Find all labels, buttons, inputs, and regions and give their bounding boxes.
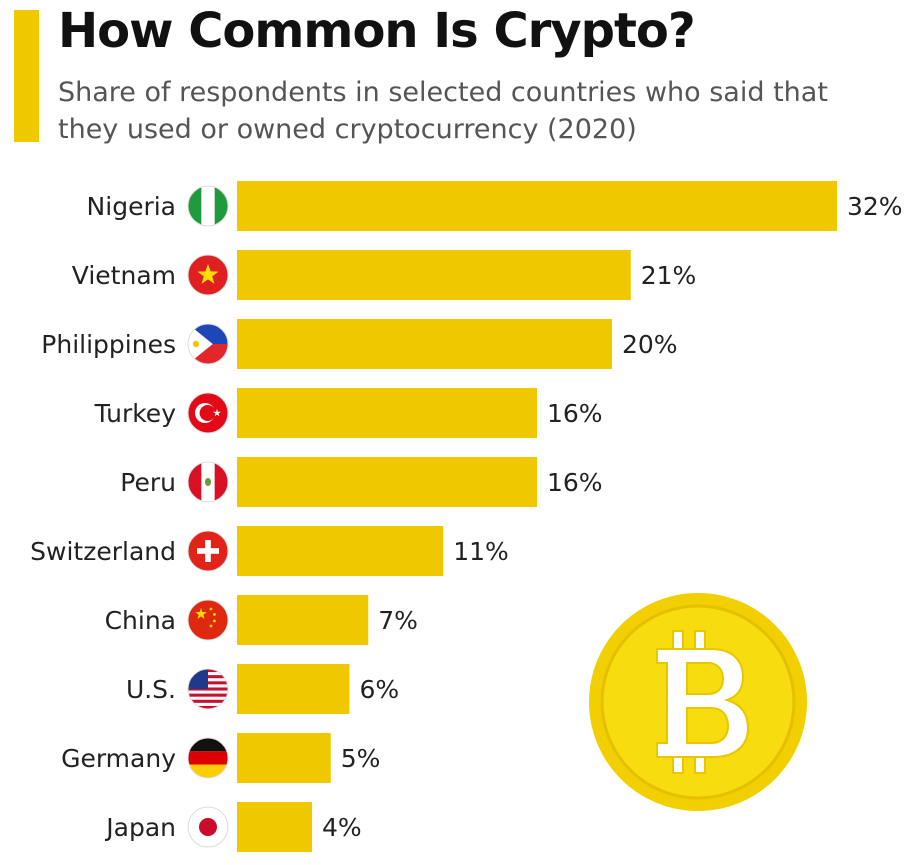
bar-u-s	[237, 664, 350, 714]
title-accent-bar	[14, 10, 39, 142]
value-label-china: 7%	[378, 606, 418, 635]
chart-title: How Common Is Crypto?	[58, 3, 696, 59]
category-label-u-s: U.S.	[126, 675, 176, 704]
bar-philippines	[237, 319, 612, 369]
chart-subtitle: Share of respondents in selected countri…	[58, 77, 828, 145]
category-label-switzerland: Switzerland	[30, 537, 176, 566]
turkey-flag-icon	[187, 392, 229, 434]
bar-turkey	[237, 388, 537, 438]
germany-flag-icon	[187, 737, 229, 779]
china-flag-icon	[187, 599, 229, 641]
philippines-flag-icon	[187, 323, 229, 365]
vietnam-flag-icon	[187, 254, 229, 296]
japan-flag-icon	[187, 806, 229, 848]
category-label-china: China	[105, 606, 176, 635]
value-label-turkey: 16%	[547, 399, 603, 428]
value-label-nigeria: 32%	[847, 192, 903, 221]
peru-flag-icon	[187, 461, 229, 503]
value-label-germany: 5%	[341, 744, 381, 773]
value-label-u-s: 6%	[360, 675, 400, 704]
value-label-philippines: 20%	[622, 330, 678, 359]
category-label-peru: Peru	[120, 468, 176, 497]
bar-japan	[237, 802, 312, 852]
value-label-japan: 4%	[322, 813, 362, 842]
value-label-vietnam: 21%	[641, 261, 697, 290]
bar-switzerland	[237, 526, 444, 576]
bar-vietnam	[237, 250, 631, 300]
nigeria-flag-icon	[187, 185, 229, 227]
bar-peru	[237, 457, 537, 507]
category-label-philippines: Philippines	[41, 330, 176, 359]
category-label-vietnam: Vietnam	[72, 261, 176, 290]
value-label-switzerland: 11%	[453, 537, 509, 566]
switzerland-flag-icon	[187, 530, 229, 572]
value-label-peru: 16%	[547, 468, 603, 497]
bar-china	[237, 595, 369, 645]
bar-germany	[237, 733, 331, 783]
bitcoin-coin-icon	[589, 593, 807, 811]
us-flag-icon	[187, 668, 229, 710]
category-label-nigeria: Nigeria	[87, 192, 176, 221]
category-label-turkey: Turkey	[94, 399, 177, 428]
category-label-germany: Germany	[61, 744, 176, 773]
bar-nigeria	[237, 181, 837, 231]
category-label-japan: Japan	[104, 813, 176, 842]
